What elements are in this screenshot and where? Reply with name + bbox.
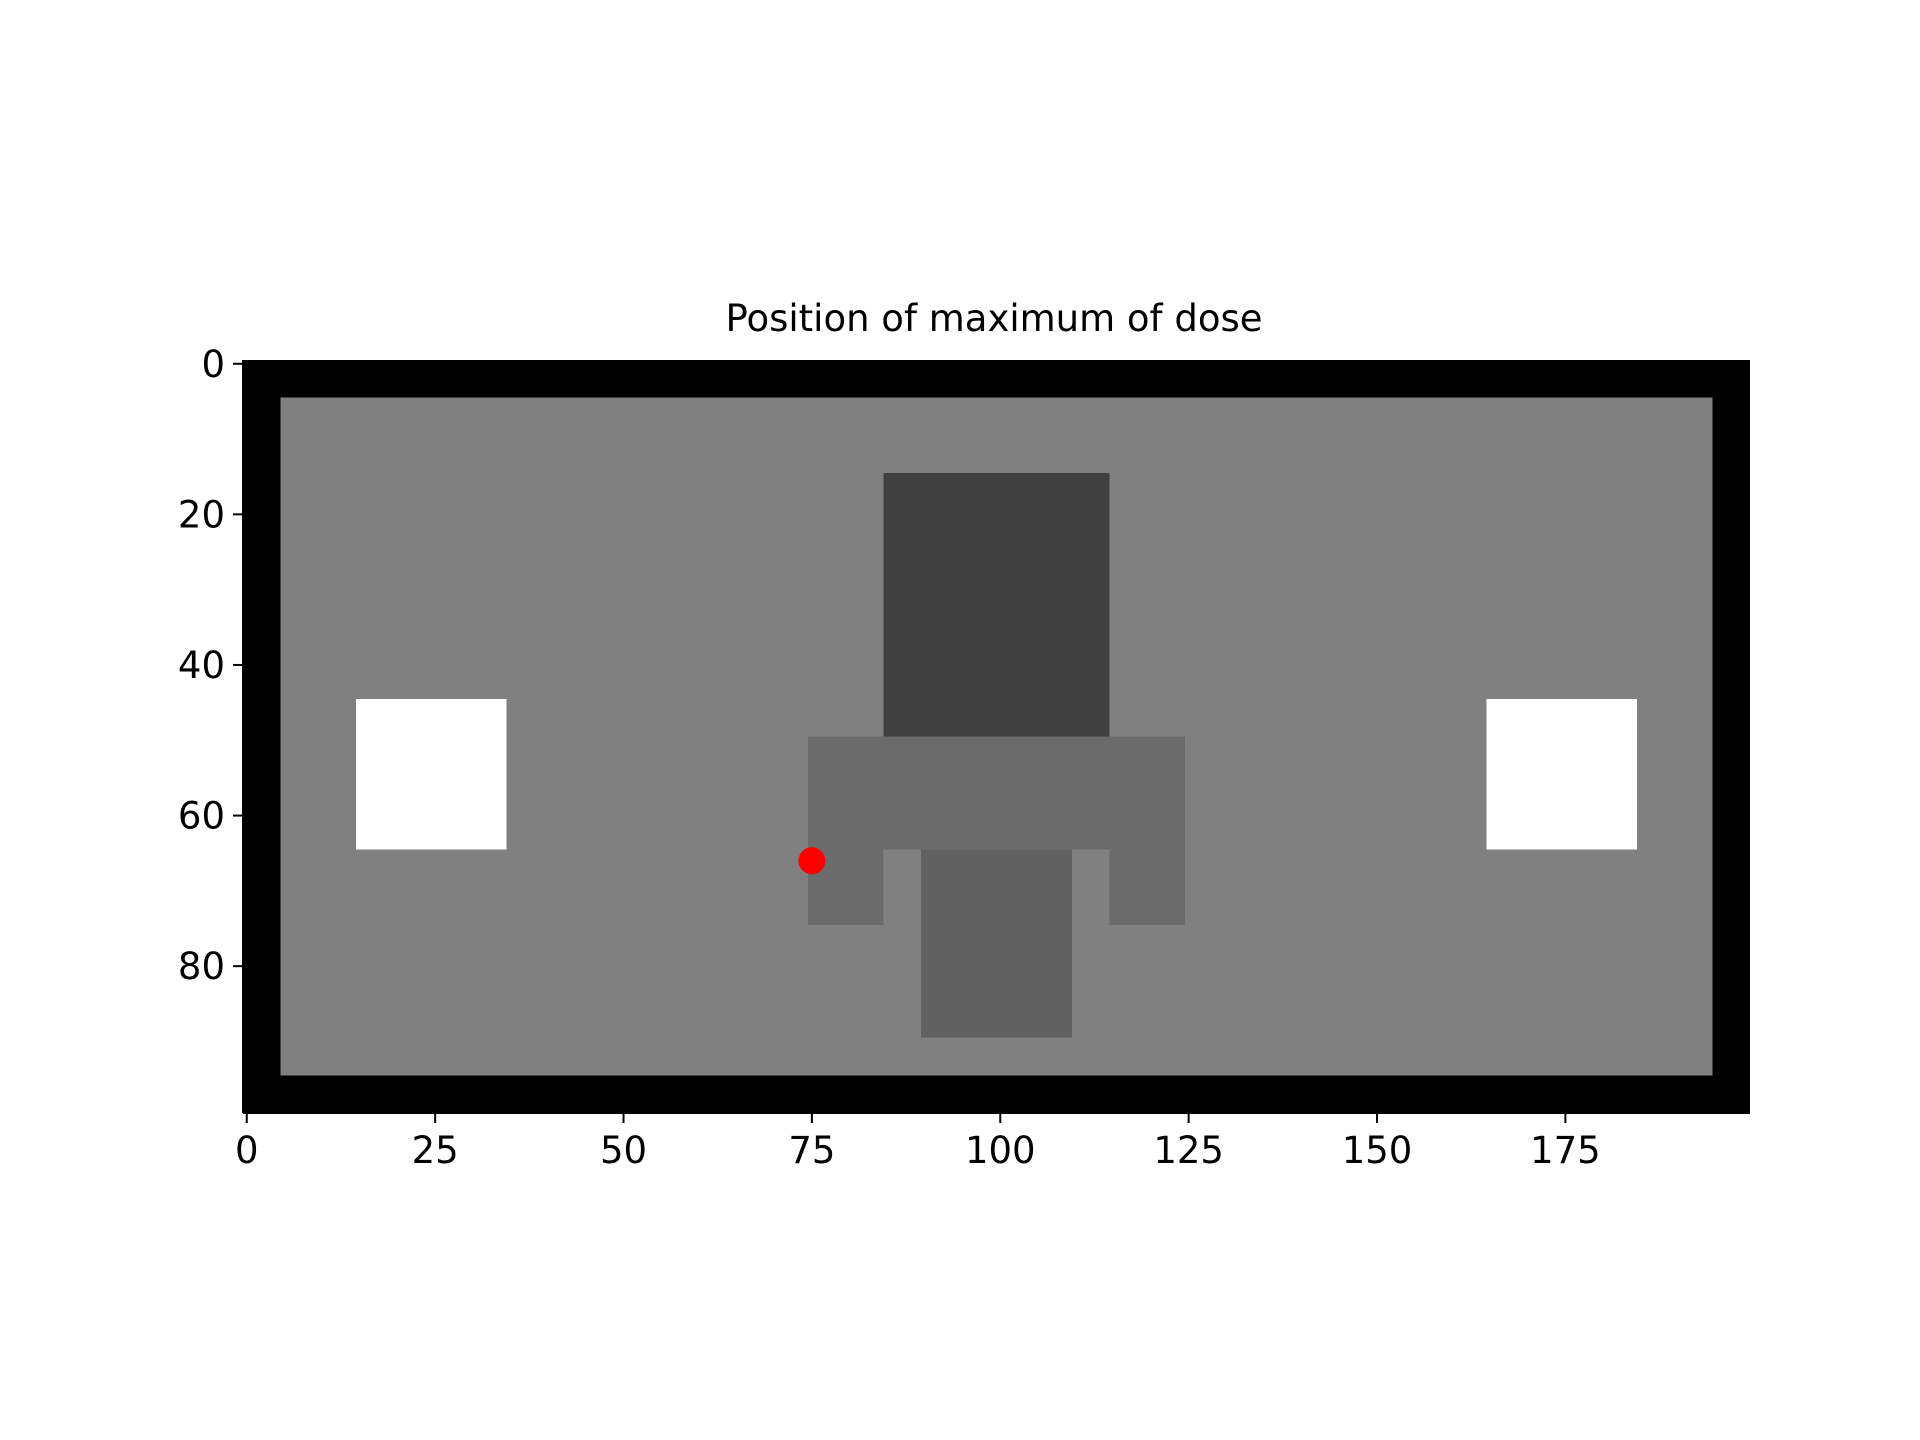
x-tick-label: 0 xyxy=(235,1129,259,1172)
x-tick-label: 75 xyxy=(788,1129,835,1172)
x-tick-label: 100 xyxy=(965,1129,1036,1172)
x-tick-label: 125 xyxy=(1153,1129,1224,1172)
y-tick-label: 60 xyxy=(178,795,225,838)
axes: 0 25 50 75 100 125 150 175 0 20 40 60 80 xyxy=(178,343,1750,1172)
region-right-leg xyxy=(1109,849,1185,925)
y-tick-label: 40 xyxy=(178,644,225,687)
y-tick-label: 80 xyxy=(178,945,225,988)
x-tick-label: 150 xyxy=(1342,1129,1413,1172)
y-tick-label: 0 xyxy=(201,343,225,386)
x-tick-label: 25 xyxy=(412,1129,459,1172)
region-middle-bar xyxy=(808,736,1185,850)
region-lower-block xyxy=(921,849,1072,1038)
y-tick-label: 20 xyxy=(178,493,225,536)
plot-area xyxy=(243,360,1750,1113)
chart-title: Position of maximum of dose xyxy=(725,297,1262,340)
max-dose-marker xyxy=(798,847,826,875)
region-left-insert xyxy=(356,698,507,850)
x-tick-label: 175 xyxy=(1530,1129,1601,1172)
x-tick-label: 50 xyxy=(600,1129,647,1172)
region-right-insert xyxy=(1486,698,1637,850)
region-upper-block xyxy=(883,472,1110,737)
